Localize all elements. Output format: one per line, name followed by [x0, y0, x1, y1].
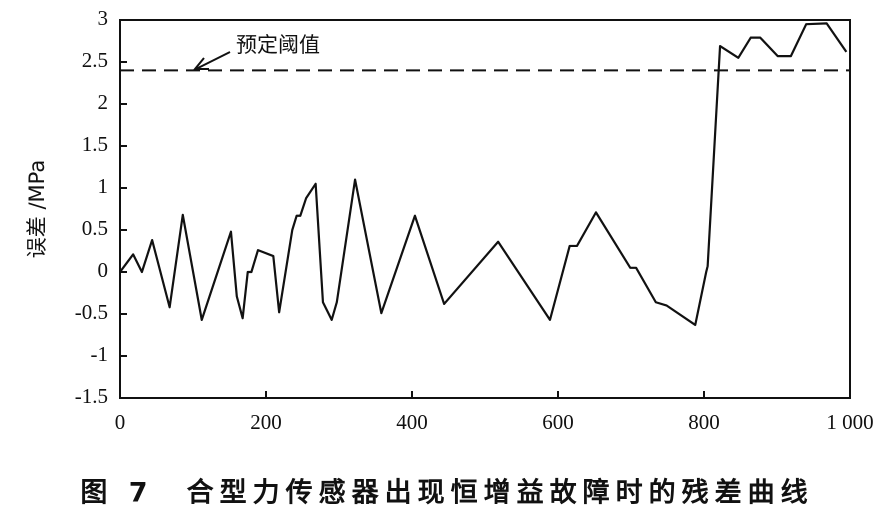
y-tick-label: -0.5 — [75, 300, 108, 324]
y-tick-label: 3 — [98, 6, 109, 30]
y-tick-label: 1.5 — [82, 132, 108, 156]
x-tick-label: 200 — [250, 410, 282, 434]
y-axis-label: 误差 /MPa — [25, 160, 49, 258]
annotation: 预定阈值 — [236, 33, 320, 57]
x-tick-label: 0 — [115, 410, 126, 434]
y-tick-label: 2.5 — [82, 48, 108, 72]
y-tick-label: 2 — [98, 90, 109, 114]
residual-line — [119, 22, 848, 327]
arrow-head — [192, 57, 209, 70]
x-tick-label: 600 — [542, 410, 574, 434]
y-tick-label: -1.5 — [75, 384, 108, 408]
y-tick-label: 0.5 — [82, 216, 108, 240]
y-tick-label: 1 — [98, 174, 109, 198]
annotation-arrow — [195, 51, 231, 70]
plot-frame — [119, 19, 851, 399]
x-tick-label: 800 — [688, 410, 720, 434]
x-tick-label: 400 — [396, 410, 428, 434]
y-tick-label: 0 — [98, 258, 109, 282]
x-tick-label: 1 000 — [826, 410, 873, 434]
caption: 图 7 合型力传感器出现恒增益故障时的残差曲线 — [80, 477, 813, 509]
y-tick-label: -1 — [91, 342, 109, 366]
